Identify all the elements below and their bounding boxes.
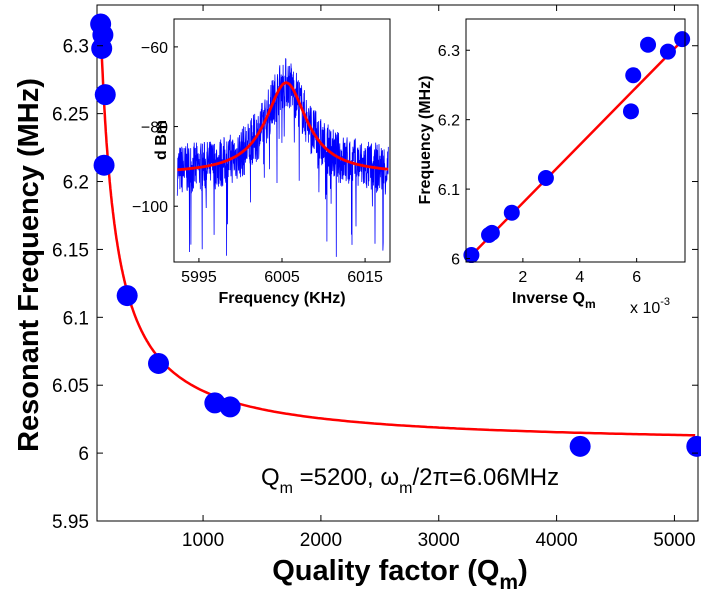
main-data-points (90, 13, 701, 457)
main-data-point (219, 396, 241, 418)
linear-x-tick-label: 4 (575, 269, 584, 286)
main-y-tick-label: 6 (78, 444, 89, 465)
linear-data-points (463, 31, 691, 264)
inset-linear-chart: 2 4 6 6 6.1 6.2 6.3 Inverse Qm x 10-3 Frequen… (417, 18, 691, 317)
linear-x-axis-label: Inverse Qm (512, 290, 596, 311)
main-data-point (91, 37, 113, 59)
main-y-tick-label: 6.2 (63, 173, 89, 194)
main-x-tick-label: 2000 (300, 530, 342, 551)
linear-y-ticks: 6 6.1 6.2 6.3 (438, 43, 470, 269)
linear-data-point (674, 31, 691, 48)
main-x-tick-label: 5000 (653, 530, 695, 551)
spectrum-y-ticks: −60 −80 −100 (132, 40, 178, 216)
linear-x-exponent: x 10-3 (630, 296, 670, 317)
linear-data-point (483, 224, 500, 241)
main-data-point (686, 435, 701, 457)
main-fit-curve (99, 32, 696, 437)
linear-fit-line (469, 36, 686, 258)
spectrum-y-tick-label: −60 (141, 40, 168, 57)
main-y-tick-label: 6.15 (52, 240, 89, 261)
main-y-tick-label: 5.95 (52, 512, 89, 533)
main-x-tick-label: 3000 (418, 530, 460, 551)
main-plot-frame (96, 4, 699, 522)
main-data-point (148, 352, 170, 374)
linear-y-tick-label: 6.2 (438, 113, 460, 130)
main-x-axis-label: Quality factor (Qm) (272, 555, 528, 594)
linear-y-tick-label: 6.3 (438, 43, 460, 60)
spectrum-y-axis-label: d Bm (153, 120, 170, 160)
linear-x-ticks: 2 4 6 (518, 258, 641, 286)
spectrum-x-tick-label: 5995 (181, 269, 217, 286)
spectrum-y-tick-label: −100 (132, 199, 168, 216)
main-x-ticks: 1000 2000 3000 4000 5000 (182, 5, 696, 551)
linear-fit-line-group (469, 36, 686, 258)
linear-y-tick-label: 6 (451, 252, 460, 269)
main-x-tick-label: 4000 (535, 530, 577, 551)
linear-data-point (640, 36, 657, 53)
main-y-axis-label: Resonant Frequency (MHz) (13, 78, 45, 452)
linear-x-tick-label: 6 (632, 269, 641, 286)
linear-data-point (537, 169, 554, 186)
main-data-point (569, 435, 591, 457)
main-data-point (116, 285, 138, 307)
main-y-tick-label: 6.1 (63, 308, 89, 329)
linear-data-point (503, 204, 520, 221)
spectrum-fit-curve (177, 81, 389, 172)
main-y-tick-label: 6.3 (63, 37, 89, 58)
linear-x-tick-label: 2 (518, 269, 527, 286)
spectrum-noise-trace-group (176, 58, 389, 257)
spectrum-x-tick-label: 6005 (264, 269, 300, 286)
spectrum-fit-curve-group (177, 81, 389, 172)
linear-data-point (622, 103, 639, 120)
main-y-tick-label: 6.05 (52, 376, 89, 397)
main-y-ticks: 5.95 6 6.05 6.1 6.15 6.2 6.25 6.3 (52, 37, 698, 533)
main-data-point (93, 154, 115, 176)
fit-parameters-annotation: Qm =5200, ωm/2π=6.06MHz (261, 464, 559, 497)
main-data-point (94, 84, 116, 106)
spectrum-x-ticks: 5995 6005 6015 (181, 258, 383, 286)
linear-data-point (463, 247, 480, 264)
main-x-tick-label: 1000 (182, 530, 224, 551)
main-chart: 1000 2000 3000 4000 5000 5.95 6 6.05 6.1 6.15 6.2… (13, 4, 701, 594)
inset-linear-frame (465, 18, 686, 263)
spectrum-noise-trace (176, 58, 389, 257)
linear-data-point (659, 43, 676, 60)
main-y-tick-label: 6.25 (52, 105, 89, 126)
inset-linear-background (466, 19, 685, 262)
linear-y-tick-label: 6.1 (438, 182, 460, 199)
spectrum-y-tick-label: −80 (141, 120, 168, 137)
main-fit-curve-group (99, 32, 696, 437)
inset-spectrum-chart: 5995 6005 6015 −60−80−100 Frequency (KHz) … (132, 18, 391, 307)
spectrum-x-axis-label: Frequency (KHz) (218, 290, 345, 307)
spectrum-x-tick-label: 6015 (347, 269, 383, 286)
linear-y-axis-label: Frequency (MHz) (417, 76, 434, 205)
linear-data-point (625, 67, 642, 84)
